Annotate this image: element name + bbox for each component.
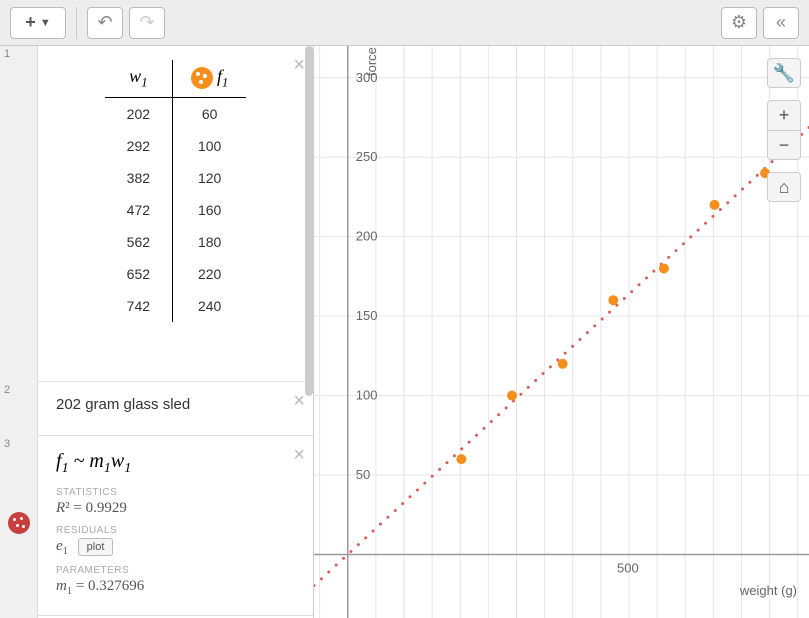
chart-area[interactable]: 50100150200250300500 force (g) weight (g… (314, 46, 809, 618)
redo-icon: ↷ (139, 12, 154, 33)
table-row[interactable]: 742240 (105, 290, 247, 322)
undo-button[interactable]: ↶ (87, 7, 123, 39)
chevron-down-icon: ▼ (40, 17, 51, 29)
table-row[interactable]: 652220 (105, 258, 247, 290)
cell-f[interactable]: 220 (173, 258, 247, 290)
table-row[interactable]: 472160 (105, 194, 247, 226)
plus-icon: + (25, 12, 36, 33)
table-row[interactable]: 20260 (105, 97, 247, 130)
scrollbar-thumb[interactable] (305, 46, 313, 396)
home-icon: ⌂ (779, 177, 790, 198)
series-color-icon[interactable] (191, 67, 213, 89)
column-header-w[interactable]: w1 (105, 60, 173, 97)
table-panel[interactable]: × w1 f1 (38, 46, 313, 382)
cell-f[interactable]: 180 (173, 226, 247, 258)
column-header-f[interactable]: f1 (173, 60, 247, 97)
residuals-row: e1 plot (56, 538, 295, 557)
expression-sidebar: 1 2 3 × w1 (0, 46, 314, 618)
minus-icon: − (779, 135, 790, 156)
svg-text:250: 250 (356, 149, 378, 164)
cell-w[interactable]: 472 (105, 194, 173, 226)
svg-text:500: 500 (617, 560, 639, 575)
y-axis-label: force (g) (364, 46, 379, 76)
plot-residuals-button[interactable]: plot (78, 538, 114, 556)
svg-text:200: 200 (356, 229, 378, 244)
svg-text:150: 150 (356, 308, 378, 323)
cell-w[interactable]: 742 (105, 290, 173, 322)
r-squared-value: R² = 0.9929 (56, 500, 295, 517)
cell-w[interactable]: 292 (105, 130, 173, 162)
gutter: 1 2 3 (0, 46, 38, 618)
chart-svg: 50100150200250300500 (314, 46, 809, 618)
settings-button[interactable]: ⚙ (721, 7, 757, 39)
gear-icon: ⚙ (731, 12, 747, 33)
cell-w[interactable]: 562 (105, 226, 173, 258)
cell-f[interactable]: 100 (173, 130, 247, 162)
zoom-in-button[interactable]: + (767, 100, 801, 130)
wrench-icon: 🔧 (773, 63, 795, 84)
table-row[interactable]: 292100 (105, 130, 247, 162)
svg-text:50: 50 (356, 467, 370, 482)
row-index: 2 (0, 382, 37, 436)
divider (76, 7, 77, 39)
parameters-label: PARAMETERS (56, 565, 295, 576)
residuals-label: RESIDUALS (56, 525, 295, 536)
x-axis-label: weight (g) (740, 583, 797, 598)
home-button[interactable]: ⌂ (767, 172, 801, 202)
note-panel[interactable]: × 202 gram glass sled (38, 382, 313, 436)
cell-w[interactable]: 382 (105, 162, 173, 194)
chevron-left-icon: « (776, 12, 786, 33)
table-row[interactable]: 562180 (105, 226, 247, 258)
redo-button[interactable]: ↷ (129, 7, 165, 39)
cell-w[interactable]: 202 (105, 97, 173, 130)
regression-panel[interactable]: × f1 ~ m1w1 STATISTICS R² = 0.9929 RESID… (38, 436, 313, 616)
cell-f[interactable]: 60 (173, 97, 247, 130)
plus-icon: + (779, 105, 790, 126)
row-index: 3 (0, 436, 37, 606)
toolbar: + ▼ ↶ ↷ ⚙ « (0, 0, 809, 46)
svg-text:100: 100 (356, 388, 378, 403)
regression-formula: f1 ~ m1w1 (56, 450, 295, 477)
close-icon[interactable]: × (293, 444, 305, 467)
data-table: w1 f1 2026029210038212047216056218065222… (105, 60, 247, 322)
cell-f[interactable]: 120 (173, 162, 247, 194)
note-text: 202 gram glass sled (56, 396, 190, 413)
main: 1 2 3 × w1 (0, 46, 809, 618)
m1-value: m1 = 0.327696 (56, 578, 295, 597)
cell-f[interactable]: 240 (173, 290, 247, 322)
close-icon[interactable]: × (293, 54, 305, 77)
undo-icon: ↶ (97, 12, 112, 33)
table-row[interactable]: 382120 (105, 162, 247, 194)
graph-settings-button[interactable]: 🔧 (767, 58, 801, 88)
regression-icon[interactable] (8, 512, 30, 534)
collapse-sidebar-button[interactable]: « (763, 7, 799, 39)
close-icon[interactable]: × (293, 390, 305, 413)
panel-list: × w1 f1 (38, 46, 313, 618)
row-index: 1 (0, 46, 37, 382)
cell-w[interactable]: 652 (105, 258, 173, 290)
cell-f[interactable]: 160 (173, 194, 247, 226)
add-expression-button[interactable]: + ▼ (10, 7, 66, 39)
statistics-label: STATISTICS (56, 487, 295, 498)
chart-controls: 🔧 + − ⌂ (767, 58, 801, 202)
zoom-out-button[interactable]: − (767, 130, 801, 160)
